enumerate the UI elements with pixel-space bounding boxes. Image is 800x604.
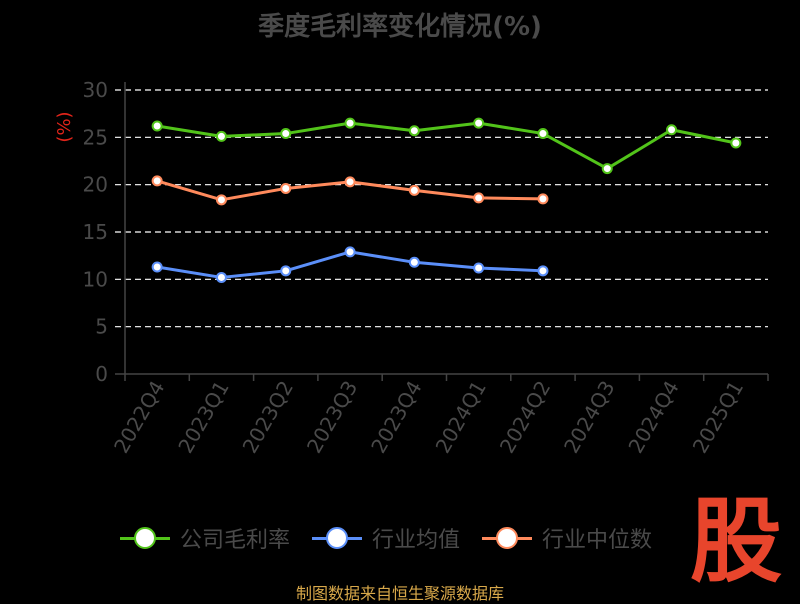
data-point (280, 265, 292, 277)
legend-item-company[interactable]: 公司毛利率 (120, 522, 290, 554)
data-point (473, 117, 485, 129)
legend-label: 公司毛利率 (180, 528, 291, 553)
data-point (215, 130, 227, 142)
series-line (156, 121, 737, 171)
legend-item-industry-median[interactable]: 行业中位数 (482, 522, 652, 554)
x-tick-label: 2023Q3 (302, 377, 362, 458)
data-point (280, 128, 292, 140)
legend-item-industry-avg[interactable]: 行业均值 (312, 522, 460, 554)
y-axis-label: (%) (54, 111, 75, 142)
data-point (344, 117, 356, 129)
legend: 公司毛利率 行业均值 行业中位数 (120, 520, 674, 556)
data-point (215, 271, 227, 283)
data-point (730, 137, 742, 149)
x-tick-label: 2025Q1 (688, 377, 748, 458)
data-point (601, 163, 613, 175)
x-tick-label: 2023Q1 (173, 377, 233, 458)
data-point (280, 182, 292, 194)
data-point (537, 265, 549, 277)
data-point (215, 194, 227, 206)
legend-swatch (312, 526, 363, 550)
data-point (666, 124, 678, 136)
data-point (151, 261, 163, 273)
data-point (408, 184, 420, 196)
data-point (537, 128, 549, 140)
series-2 (151, 175, 549, 206)
legend-swatch (120, 526, 170, 550)
watermark-logo: 股 (690, 488, 783, 595)
data-point (151, 175, 163, 187)
y-tick-label: 20 (83, 173, 108, 197)
y-tick-label: 0 (95, 362, 108, 386)
y-tick-label: 30 (83, 78, 108, 102)
y-tick-label: 10 (83, 267, 108, 291)
x-tick-label: 2024Q2 (495, 377, 555, 458)
legend-label: 行业中位数 (542, 528, 653, 553)
data-point (408, 256, 420, 268)
data-point (344, 246, 356, 258)
data-point (537, 193, 549, 205)
legend-swatch (482, 526, 533, 550)
data-point (473, 262, 485, 274)
data-point (344, 176, 356, 188)
x-tick-label: 2023Q4 (366, 377, 426, 458)
x-tick-label: 2024Q3 (559, 377, 619, 458)
y-tick-label: 25 (83, 125, 108, 149)
x-tick-label: 2024Q1 (431, 377, 491, 458)
y-tick-label: 5 (95, 315, 108, 339)
x-tick-label: 2022Q4 (109, 377, 169, 458)
data-point (408, 125, 420, 137)
series-0 (151, 117, 742, 175)
x-tick-label: 2023Q2 (238, 377, 298, 458)
y-tick-label: 15 (83, 220, 108, 244)
source-note: 制图数据来自恒生聚源数据库 (295, 584, 504, 603)
x-tick-label: 2024Q4 (623, 377, 683, 458)
data-point (473, 192, 485, 204)
data-point (151, 120, 163, 132)
chart-title: 季度毛利率变化情况(%) (258, 12, 542, 42)
series-1 (151, 246, 549, 283)
legend-label: 行业均值 (372, 528, 461, 553)
series-layer (151, 117, 742, 283)
